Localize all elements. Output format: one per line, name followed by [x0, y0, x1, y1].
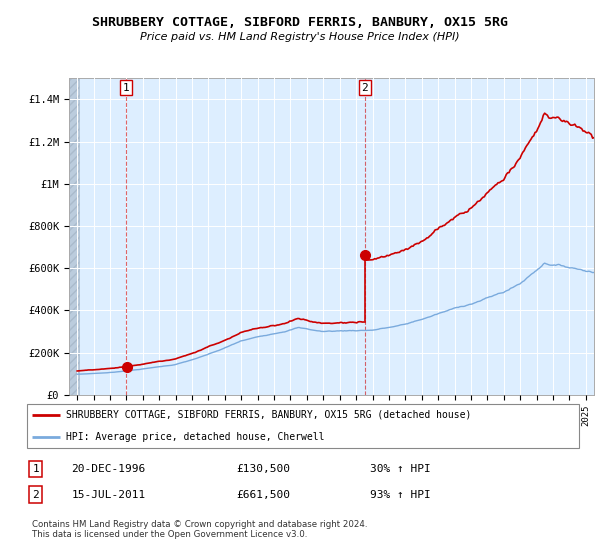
Text: 93% ↑ HPI: 93% ↑ HPI	[370, 489, 431, 500]
Bar	[69, 78, 79, 395]
Text: £130,500: £130,500	[236, 464, 290, 474]
Text: 2: 2	[32, 489, 39, 500]
Text: SHRUBBERY COTTAGE, SIBFORD FERRIS, BANBURY, OX15 5RG (detached house): SHRUBBERY COTTAGE, SIBFORD FERRIS, BANBU…	[66, 410, 471, 420]
Text: £661,500: £661,500	[236, 489, 290, 500]
Text: 20-DEC-1996: 20-DEC-1996	[71, 464, 146, 474]
Text: 1: 1	[122, 83, 130, 92]
Text: 30% ↑ HPI: 30% ↑ HPI	[370, 464, 431, 474]
Text: HPI: Average price, detached house, Cherwell: HPI: Average price, detached house, Cher…	[66, 432, 325, 442]
Text: 1: 1	[32, 464, 39, 474]
Text: 2: 2	[362, 83, 368, 92]
Text: 15-JUL-2011: 15-JUL-2011	[71, 489, 146, 500]
Text: Price paid vs. HM Land Registry's House Price Index (HPI): Price paid vs. HM Land Registry's House …	[140, 32, 460, 42]
FancyBboxPatch shape	[27, 404, 579, 449]
Text: Contains HM Land Registry data © Crown copyright and database right 2024.
This d: Contains HM Land Registry data © Crown c…	[32, 520, 368, 539]
Text: SHRUBBERY COTTAGE, SIBFORD FERRIS, BANBURY, OX15 5RG: SHRUBBERY COTTAGE, SIBFORD FERRIS, BANBU…	[92, 16, 508, 29]
